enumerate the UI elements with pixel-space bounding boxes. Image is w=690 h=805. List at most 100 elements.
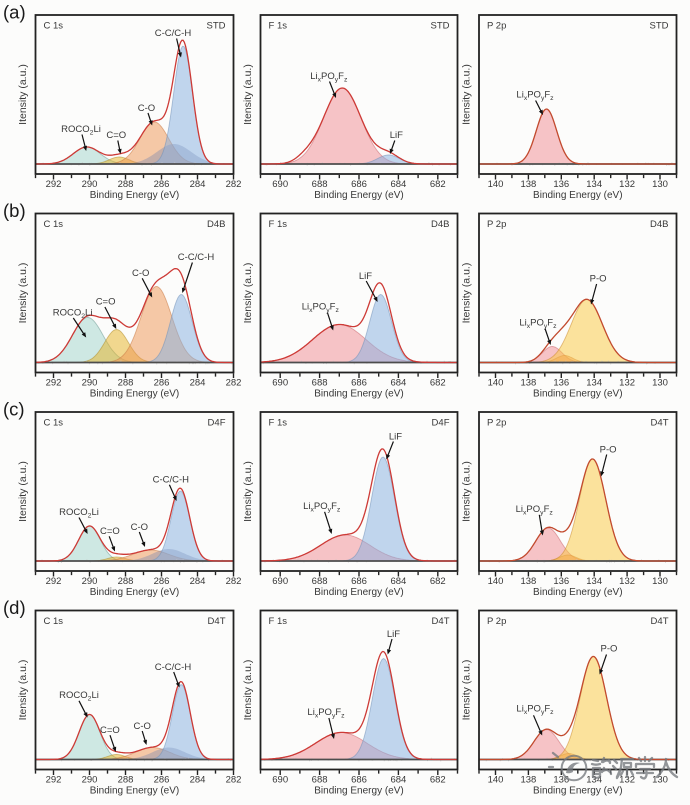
svg-text:286: 286 (154, 179, 170, 190)
svg-text:(c): (c) (3, 399, 25, 420)
svg-text:132: 132 (619, 775, 635, 786)
svg-text:D4T: D4T (208, 616, 226, 627)
svg-text:284: 284 (190, 378, 206, 389)
svg-text:290: 290 (82, 576, 98, 587)
svg-text:C=O: C=O (106, 130, 126, 141)
svg-text:290: 290 (82, 378, 98, 389)
svg-text:136: 136 (553, 179, 569, 190)
svg-text:686: 686 (351, 179, 367, 190)
svg-text:Lix​POy​Fz​: Lix​POy​Fz​ (302, 302, 340, 314)
svg-text:138: 138 (520, 179, 536, 190)
svg-text:C-O: C-O (131, 522, 148, 533)
svg-text:ROCO2​Li: ROCO2​Li (59, 690, 99, 702)
svg-text:286: 286 (154, 775, 170, 786)
svg-text:C-O: C-O (133, 721, 150, 732)
svg-text:Binding Energy (eV): Binding Energy (eV) (90, 786, 180, 797)
svg-text:132: 132 (619, 378, 635, 389)
svg-text:(a): (a) (3, 2, 26, 23)
svg-text:688: 688 (312, 378, 328, 389)
svg-text:292: 292 (46, 775, 62, 786)
svg-text:Binding Energy (eV): Binding Energy (eV) (533, 786, 623, 797)
svg-text:F 1s: F 1s (269, 21, 288, 32)
svg-text:C-O: C-O (132, 268, 149, 279)
svg-text:C 1s: C 1s (44, 21, 64, 32)
svg-text:Itensity (a.u.): Itensity (a.u.) (17, 263, 29, 324)
svg-text:282: 282 (226, 775, 242, 786)
svg-text:D4B: D4B (431, 219, 449, 230)
svg-text:C=O: C=O (96, 297, 116, 308)
svg-text:LiF: LiF (387, 629, 400, 640)
svg-text:682: 682 (430, 378, 446, 389)
svg-text:Lix​POy​Fz​: Lix​POy​Fz​ (516, 704, 554, 716)
svg-text:Lix​POy​Fz​: Lix​POy​Fz​ (303, 501, 341, 513)
svg-text:140: 140 (488, 378, 504, 389)
svg-text:134: 134 (586, 378, 602, 389)
svg-text:134: 134 (586, 775, 602, 786)
svg-text:282: 282 (226, 179, 242, 190)
svg-text:F 1s: F 1s (269, 418, 288, 429)
svg-text:686: 686 (351, 775, 367, 786)
svg-text:292: 292 (46, 179, 62, 190)
svg-text:C-C/C-H: C-C/C-H (155, 662, 192, 673)
svg-text:284: 284 (190, 775, 206, 786)
svg-text:ROCO2​Li: ROCO2​Li (61, 124, 101, 136)
svg-text:Itensity (a.u.): Itensity (a.u.) (17, 461, 29, 522)
svg-text:Lix​POy​Fz​: Lix​POy​Fz​ (307, 707, 345, 719)
svg-text:138: 138 (520, 378, 536, 389)
svg-text:134: 134 (586, 179, 602, 190)
svg-text:130: 130 (652, 378, 668, 389)
svg-text:686: 686 (351, 576, 367, 587)
svg-text:D4B: D4B (650, 219, 668, 230)
svg-text:(d): (d) (3, 597, 26, 618)
svg-text:P-O: P-O (590, 274, 607, 285)
svg-text:P 2p: P 2p (487, 616, 506, 627)
svg-text:C-C/C-H: C-C/C-H (153, 475, 190, 486)
svg-text:130: 130 (652, 775, 668, 786)
svg-text:684: 684 (390, 775, 406, 786)
svg-text:284: 284 (190, 179, 206, 190)
svg-text:ROCO2​Li: ROCO2​Li (59, 507, 99, 519)
svg-text:130: 130 (652, 179, 668, 190)
svg-text:Itensity (a.u.): Itensity (a.u.) (461, 461, 473, 522)
svg-text:690: 690 (272, 775, 288, 786)
svg-text:Binding Energy (eV): Binding Energy (eV) (314, 786, 404, 797)
svg-text:136: 136 (553, 775, 569, 786)
svg-text:282: 282 (226, 378, 242, 389)
svg-text:134: 134 (586, 576, 602, 587)
svg-text:(b): (b) (3, 200, 26, 221)
svg-text:690: 690 (272, 378, 288, 389)
svg-text:136: 136 (553, 576, 569, 587)
svg-text:292: 292 (46, 378, 62, 389)
svg-text:Binding Energy (eV): Binding Energy (eV) (533, 587, 623, 598)
svg-text:P-O: P-O (600, 445, 617, 456)
svg-text:288: 288 (118, 775, 134, 786)
svg-text:Binding Energy (eV): Binding Energy (eV) (314, 190, 404, 201)
svg-text:Itensity (a.u.): Itensity (a.u.) (461, 263, 473, 324)
svg-text:682: 682 (430, 775, 446, 786)
svg-text:Binding Energy (eV): Binding Energy (eV) (90, 389, 180, 400)
svg-text:Binding Energy (eV): Binding Energy (eV) (90, 190, 180, 201)
svg-text:132: 132 (619, 576, 635, 587)
svg-text:LiF: LiF (390, 130, 403, 141)
svg-text:686: 686 (351, 378, 367, 389)
svg-text:140: 140 (488, 179, 504, 190)
svg-text:ROCO2​Li: ROCO2​Li (53, 308, 93, 320)
svg-text:STD: STD (650, 21, 669, 32)
svg-text:D4T: D4T (432, 616, 450, 627)
svg-text:P-O: P-O (601, 644, 618, 655)
svg-text:290: 290 (82, 775, 98, 786)
svg-text:288: 288 (118, 576, 134, 587)
svg-text:690: 690 (272, 576, 288, 587)
svg-text:Lix​POy​Fz​: Lix​POy​Fz​ (519, 318, 557, 330)
svg-text:C=O: C=O (100, 526, 120, 537)
svg-text:682: 682 (430, 179, 446, 190)
svg-text:P 2p: P 2p (487, 418, 506, 429)
svg-text:682: 682 (430, 576, 446, 587)
svg-text:Binding Energy (eV): Binding Energy (eV) (533, 190, 623, 201)
svg-text:Itensity (a.u.): Itensity (a.u.) (242, 660, 254, 721)
svg-text:Binding Energy (eV): Binding Energy (eV) (90, 587, 180, 598)
svg-text:288: 288 (118, 179, 134, 190)
svg-text:688: 688 (312, 179, 328, 190)
svg-text:688: 688 (312, 576, 328, 587)
svg-text:138: 138 (520, 775, 536, 786)
